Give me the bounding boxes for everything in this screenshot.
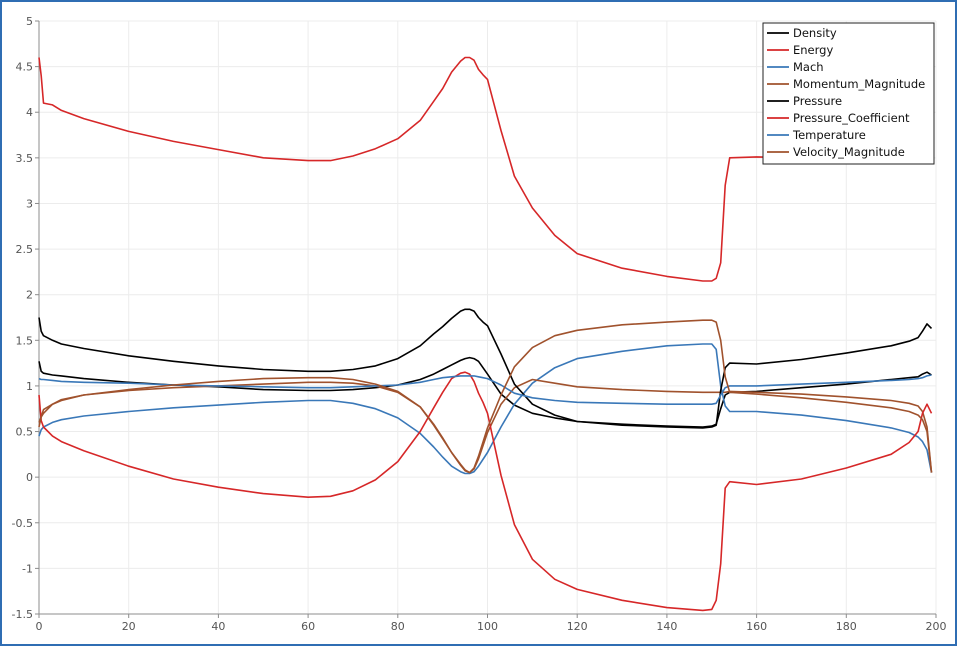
y-tick-label: 3 — [26, 197, 33, 210]
x-tick-label: 80 — [391, 620, 405, 633]
x-tick-label: 180 — [836, 620, 857, 633]
legend-label: Mach — [793, 60, 824, 74]
y-tick-label: 1 — [26, 380, 33, 393]
y-tick-label: -1 — [22, 562, 33, 575]
legend-label: Momentum_Magnitude — [793, 77, 925, 91]
x-tick-label: 140 — [656, 620, 677, 633]
x-tick-label: 160 — [746, 620, 767, 633]
series-line-velocity-magnitude — [38, 319, 933, 474]
y-tick-label: 3.5 — [16, 152, 34, 165]
x-tick-label: 0 — [36, 620, 43, 633]
y-tick-label: 4 — [26, 106, 33, 119]
tick-labels: 0 20 40 60 80 100 120 140 160 180 20054.543.532.52… — [12, 15, 947, 633]
series-lines — [38, 56, 933, 612]
y-tick-label: 1.5 — [16, 334, 34, 347]
y-tick-label: 5 — [26, 15, 33, 28]
y-tick-label: 0.5 — [16, 426, 34, 439]
x-tick-label: 200 — [926, 620, 947, 633]
series-line-momentum-magnitude — [38, 378, 933, 474]
y-tick-label: 4.5 — [16, 61, 34, 74]
legend-label: Pressure — [793, 94, 842, 108]
series-line-mach — [38, 343, 933, 475]
legend-label: Density — [793, 26, 837, 40]
series-line-temperature — [38, 374, 932, 406]
legend-label: Pressure_Coefficient — [793, 111, 910, 125]
y-tick-label: -1.5 — [12, 608, 33, 621]
legend-label: Temperature — [792, 128, 866, 142]
series-line-density — [38, 356, 932, 428]
series-line-pressure — [38, 308, 933, 429]
x-tick-label: 40 — [211, 620, 225, 633]
y-tick-label: 2.5 — [16, 243, 34, 256]
x-tick-label: 60 — [301, 620, 315, 633]
legend-label: Velocity_Magnitude — [793, 145, 905, 159]
y-tick-label: 0 — [26, 471, 33, 484]
legend-box — [762, 22, 935, 165]
x-tick-label: 100 — [477, 620, 498, 633]
legend: Density Energy Mach Momentum_Magnitude Press… — [762, 22, 935, 165]
y-tick-label: -0.5 — [12, 517, 33, 530]
x-tick-label: 120 — [567, 620, 588, 633]
x-tick-label: 20 — [122, 620, 136, 633]
y-tick-label: 2 — [26, 289, 33, 302]
legend-label: Energy — [793, 43, 833, 57]
series-line-pressure-coefficient — [38, 371, 933, 612]
